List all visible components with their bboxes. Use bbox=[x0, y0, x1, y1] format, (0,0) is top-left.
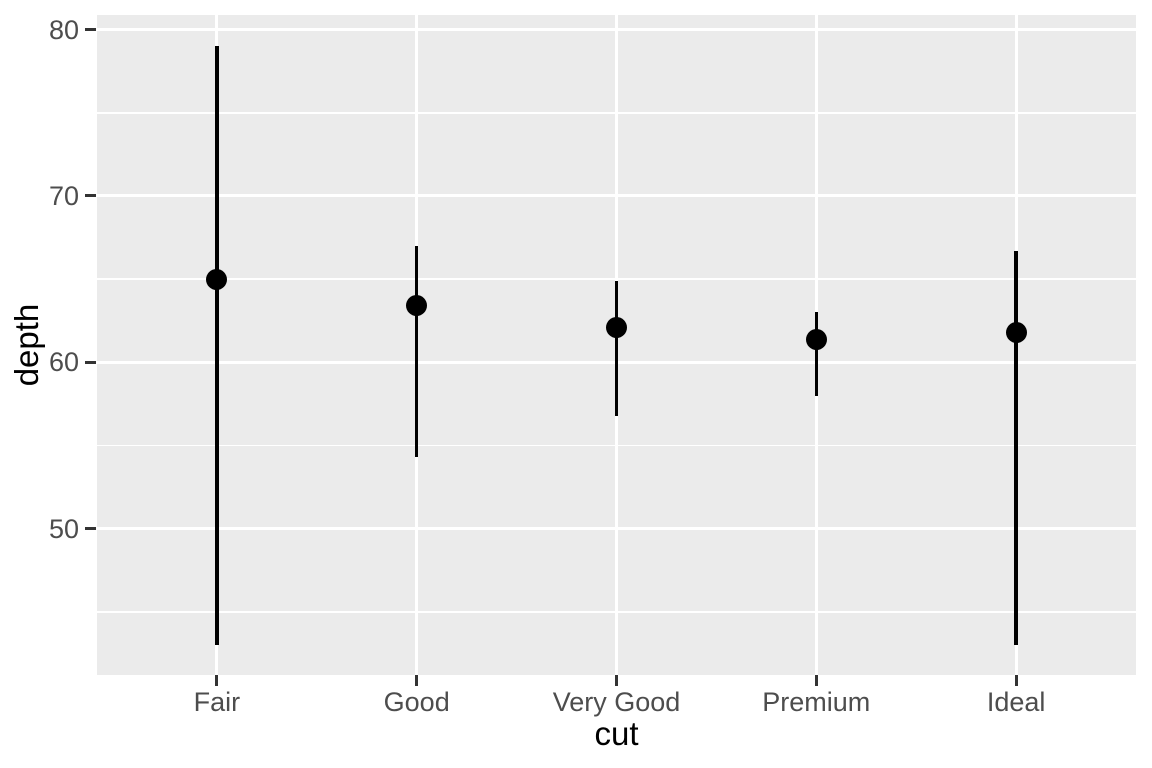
range-line-very-good bbox=[614, 280, 619, 416]
range-line-premium bbox=[814, 312, 819, 396]
y-axis-title: depth bbox=[8, 303, 45, 387]
y-tick-mark-50 bbox=[85, 527, 96, 531]
y-tick-label-50: 50 bbox=[48, 513, 79, 544]
y-tick-mark-60 bbox=[85, 360, 96, 364]
x-tick-label-fair: Fair bbox=[193, 687, 241, 717]
range-line-good bbox=[414, 245, 419, 458]
y-tick-mark-80 bbox=[85, 28, 96, 32]
range-line-fair bbox=[215, 46, 219, 646]
median-point-fair bbox=[206, 268, 228, 290]
y-tick-mark-70 bbox=[85, 194, 96, 198]
x-tick-mark-ideal bbox=[1014, 675, 1018, 686]
median-point-good bbox=[406, 295, 428, 317]
y-tick-label-60: 60 bbox=[48, 347, 79, 378]
plot-panel bbox=[97, 15, 1136, 675]
x-tick-label-good: Good bbox=[383, 687, 450, 717]
x-tick-mark-good bbox=[415, 675, 419, 686]
median-point-premium bbox=[805, 328, 827, 350]
y-tick-label-70: 70 bbox=[48, 180, 79, 211]
x-tick-mark-premium bbox=[814, 675, 818, 686]
x-tick-mark-very-good bbox=[615, 675, 618, 686]
median-point-ideal bbox=[1005, 321, 1027, 343]
x-axis-title: cut bbox=[594, 715, 639, 752]
x-tick-label-very-good: Very Good bbox=[552, 687, 681, 717]
x-tick-label-premium: Premium bbox=[762, 687, 871, 717]
y-tick-label-80: 80 bbox=[48, 14, 79, 45]
range-line-ideal bbox=[1014, 250, 1018, 646]
x-tick-mark-fair bbox=[215, 675, 219, 686]
x-tick-label-ideal: Ideal bbox=[986, 687, 1046, 717]
median-point-very-good bbox=[606, 316, 627, 338]
